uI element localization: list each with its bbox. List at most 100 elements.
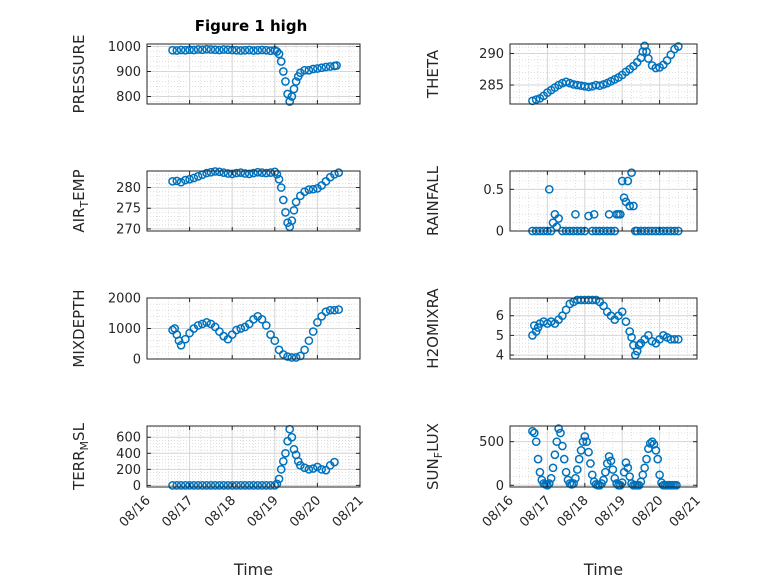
axes-frame <box>509 43 698 105</box>
data-point <box>584 447 593 457</box>
data-point <box>266 46 275 56</box>
data-point <box>266 330 275 339</box>
data-point <box>582 437 592 447</box>
data-point <box>257 168 267 178</box>
data-point <box>330 457 339 467</box>
data-point <box>550 450 560 460</box>
y-tick-label: 1000 <box>108 322 141 337</box>
data-point <box>300 65 309 75</box>
data-point <box>176 45 186 55</box>
x-tick-label: 08/18 <box>555 493 592 530</box>
data-point <box>193 172 203 181</box>
data-point <box>219 45 229 54</box>
y-tick-label: 270 <box>116 222 141 237</box>
data-point <box>617 176 627 186</box>
data-point <box>334 305 344 314</box>
data-point <box>528 426 537 436</box>
data-point <box>244 319 254 329</box>
y-tick-label: 280 <box>116 181 141 196</box>
data-point <box>321 307 331 317</box>
data-point <box>531 437 541 447</box>
data-point <box>168 45 177 55</box>
data-point <box>215 45 224 55</box>
data-point <box>274 345 284 355</box>
data-point <box>672 480 681 490</box>
data-point <box>296 460 305 470</box>
data-point <box>543 480 552 490</box>
data-point <box>219 481 229 490</box>
data-point <box>189 481 199 490</box>
data-point <box>172 46 182 55</box>
data-point <box>249 168 258 178</box>
y-tick-label: 0 <box>496 479 504 494</box>
data-point <box>219 168 229 178</box>
data-point <box>223 334 233 344</box>
data-point <box>278 350 288 359</box>
data-point <box>281 77 290 86</box>
x-axis-label: Time <box>583 560 623 579</box>
data-point <box>281 208 290 217</box>
x-tick-label: 08/18 <box>202 493 239 530</box>
data-point <box>304 65 314 75</box>
data-point <box>168 481 177 490</box>
data-point <box>261 321 271 330</box>
data-point <box>276 183 286 192</box>
y-tick-label: 0 <box>496 225 504 240</box>
data-point <box>198 45 207 55</box>
y-tick-label: 900 <box>116 65 141 80</box>
data-point <box>227 481 237 490</box>
data-point <box>257 45 267 55</box>
data-point <box>304 185 314 194</box>
y-axis-label: AIRTEMP <box>70 169 91 232</box>
data-point <box>283 89 292 99</box>
y-axis-label: TERRMSL <box>70 422 91 491</box>
y-axis-label: H2OMIXRA <box>424 288 442 369</box>
data-point <box>610 473 620 483</box>
x-tick-label: 08/21 <box>330 493 367 530</box>
data-point <box>244 169 254 179</box>
data-point <box>274 174 284 184</box>
data-point <box>531 95 541 104</box>
data-point <box>632 346 642 356</box>
data-point <box>321 62 331 72</box>
data-point <box>272 47 282 56</box>
data-point <box>180 334 190 344</box>
data-point <box>185 481 194 490</box>
data-point <box>253 167 263 177</box>
data-point <box>619 193 629 203</box>
data-point <box>625 327 635 336</box>
data-point <box>278 195 288 205</box>
data-point <box>308 64 318 74</box>
data-point <box>276 57 286 66</box>
data-point <box>621 317 631 326</box>
axes-panel-3: 0 0.5 RAINFALL <box>424 165 698 240</box>
data-point <box>535 467 545 477</box>
data-point <box>227 169 237 179</box>
data-point <box>325 305 335 315</box>
data-point <box>629 340 638 350</box>
data-point <box>172 176 182 186</box>
data-point <box>330 305 339 315</box>
data-point <box>180 45 190 55</box>
data-point <box>274 474 284 484</box>
data-point <box>240 481 250 490</box>
y-tick-label: 0 <box>133 353 141 368</box>
data-point <box>281 448 290 458</box>
data-point <box>645 439 655 448</box>
data-point <box>291 353 301 362</box>
x-tick-label: 08/21 <box>667 493 704 530</box>
data-point <box>278 456 288 466</box>
data-point <box>558 311 567 321</box>
y-tick-label: 6 <box>496 309 504 324</box>
data-point <box>670 334 679 344</box>
data-point <box>621 458 631 467</box>
data-point <box>193 45 203 54</box>
data-point <box>287 92 297 101</box>
data-point <box>533 454 543 464</box>
axes-panel-1: 285 290 THETA <box>424 41 698 106</box>
axes-panel-4: 0 1000 2000 MIXDEPTH <box>70 289 361 368</box>
data-point <box>571 209 580 219</box>
data-point <box>189 173 199 183</box>
data-point <box>276 464 286 474</box>
data-point <box>189 45 199 55</box>
